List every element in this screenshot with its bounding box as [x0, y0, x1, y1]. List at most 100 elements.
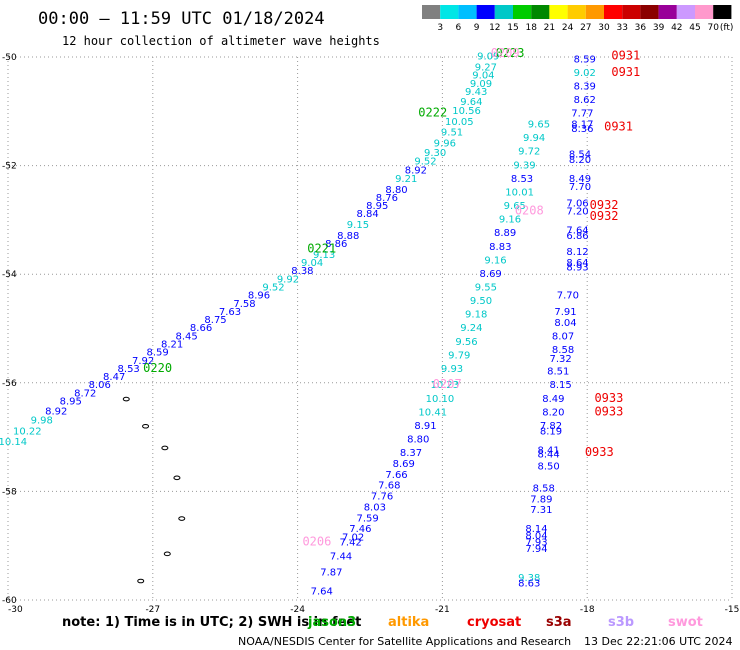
colorbar-swatch: [604, 5, 623, 19]
swh-point-label: 10.05: [445, 117, 474, 128]
swh-point-label: 7.93: [525, 538, 547, 549]
swh-point-label: 8.53: [511, 174, 533, 185]
colorbar-label: 30: [598, 23, 610, 33]
swh-point-label: 9.27: [475, 63, 497, 74]
swh-point-label: 8.19: [540, 426, 562, 437]
swh-point-label: 8.84: [356, 209, 378, 220]
colorbar-swatch: [622, 5, 641, 19]
pass-label: 0931: [611, 49, 640, 63]
swh-point-label: 8.83: [489, 242, 511, 253]
pass-label: 0208: [515, 203, 544, 217]
swh-point-label: 9.04: [301, 258, 323, 269]
colorbar-label: 42: [671, 23, 682, 33]
swh-point-label: 9.24: [460, 323, 482, 334]
pass-label: 0223: [496, 46, 525, 60]
pass-label: 0209: [491, 46, 520, 60]
swh-point-label: 8.88: [337, 231, 359, 242]
swh-point-label: 9.04: [472, 71, 494, 82]
swh-point-label: 8.58: [533, 483, 555, 494]
swh-point-label: 9.55: [475, 282, 497, 293]
series-jason3: 10.1410.229.988.928.958.728.068.478.537.…: [0, 46, 524, 448]
swh-point-label: 7.76: [371, 492, 393, 503]
pass-label: 0932: [590, 198, 619, 212]
colorbar-swatch: [640, 5, 659, 19]
pass-label: 0932: [590, 209, 619, 223]
swh-point-label: 9.64: [460, 97, 482, 108]
colorbar-label: 27: [580, 23, 591, 33]
colorbar: 3 6 9 12 15 18 21 24 27 30 33 36 39 42 45 70 (ft): [422, 5, 733, 33]
island-outline: [163, 551, 171, 557]
swh-point-label: 9.43: [465, 87, 487, 98]
swh-point-label: 8.59: [146, 348, 168, 359]
swh-point-label: 8.54: [569, 149, 591, 160]
y-tick-label: -56: [2, 379, 17, 389]
swh-point-label: 9.16: [484, 255, 506, 266]
x-tick-label: -18: [580, 605, 595, 615]
swh-point-label: 8.37: [400, 448, 422, 459]
swh-point-label: 9.15: [347, 220, 369, 231]
swh-point-label: 9.56: [455, 337, 477, 348]
colorbar-label: 24: [562, 23, 574, 33]
swh-point-label: 8.86: [325, 239, 347, 250]
swh-point-label: 8.80: [407, 435, 429, 446]
y-tick-label: -60: [2, 596, 17, 606]
swh-point-label: 9.65: [528, 120, 550, 131]
swh-point-label: 7.82: [540, 421, 562, 432]
swh-point-label: 8.39: [574, 82, 596, 93]
swh-point-label: 9.96: [434, 139, 456, 150]
x-tick-label: -27: [145, 605, 160, 615]
swh-point-label: 10.41: [418, 407, 447, 418]
colorbar-swatch: [658, 5, 677, 19]
footer-credit: NOAA/NESDIS Center for Satellite Applica…: [238, 635, 571, 648]
swh-point-label: 8.92: [45, 406, 67, 417]
satellite-name-swot: swot: [668, 615, 703, 630]
colorbar-label: 9: [474, 23, 480, 33]
colorbar-label: 18: [525, 23, 537, 33]
island-outline: [122, 396, 130, 402]
swh-point-label: 9.50: [470, 296, 492, 307]
swh-point-label: 7.32: [550, 354, 572, 365]
swh-point-label: 9.52: [262, 282, 284, 293]
swh-point-label: 8.06: [89, 380, 111, 391]
swh-point-label: 8.49: [542, 394, 564, 405]
colorbar-swatch: [458, 5, 477, 19]
pass-label: 0931: [611, 65, 640, 79]
swh-point-label: 7.20: [566, 206, 588, 217]
swh-point-label: 9.09: [477, 52, 499, 63]
swh-point-label: 7.44: [330, 551, 352, 562]
island-outline: [161, 445, 169, 451]
colorbar-label: 3: [437, 23, 443, 33]
swh-point-label: 9.13: [313, 250, 335, 261]
swh-point-label: 8.21: [161, 340, 183, 351]
satellite-name-jason3: jason3: [307, 615, 356, 630]
swh-point-label: 8.45: [175, 331, 197, 342]
swh-point-label: 9.16: [499, 215, 521, 226]
colorbar-label: 70: [707, 23, 719, 33]
island-outline: [178, 516, 186, 521]
y-tick-label: -50: [2, 53, 17, 63]
note-line: note: 1) Time is in UTC; 2) SWH is in fe…: [62, 615, 703, 630]
swh-point-label: 7.64: [566, 225, 588, 236]
swh-point-label: 9.39: [513, 160, 535, 171]
swh-point-label: 10.56: [452, 106, 481, 117]
chart-title: 00:00 — 11:59 UTC 01/18/2024: [38, 9, 325, 29]
swh-point-label: 9.51: [441, 128, 463, 139]
swh-point-label: 8.80: [385, 185, 407, 196]
satellite-names: jason3 altika cryosat s3a s3b swot: [307, 615, 703, 630]
satellite-name-altika: altika: [388, 615, 429, 630]
satellite-name-s3b: s3b: [608, 615, 634, 630]
swh-point-label: 7.94: [525, 544, 547, 555]
swh-point-label: 8.47: [103, 372, 125, 383]
swh-point-label: 8.49: [569, 174, 591, 185]
swh-point-label: 8.93: [566, 262, 588, 273]
swh-point-label: 9.94: [523, 133, 545, 144]
pass-label: 0933: [594, 391, 623, 405]
swh-point-label: 8.04: [525, 531, 547, 542]
colorbar-label: 45: [689, 23, 700, 33]
colorbar-label: 12: [489, 23, 500, 33]
pass-label: 0221: [307, 241, 336, 255]
swh-point-label: 8.76: [376, 193, 398, 204]
swh-point-label: 8.63: [518, 578, 540, 589]
swh-point-label: 7.58: [233, 299, 255, 310]
